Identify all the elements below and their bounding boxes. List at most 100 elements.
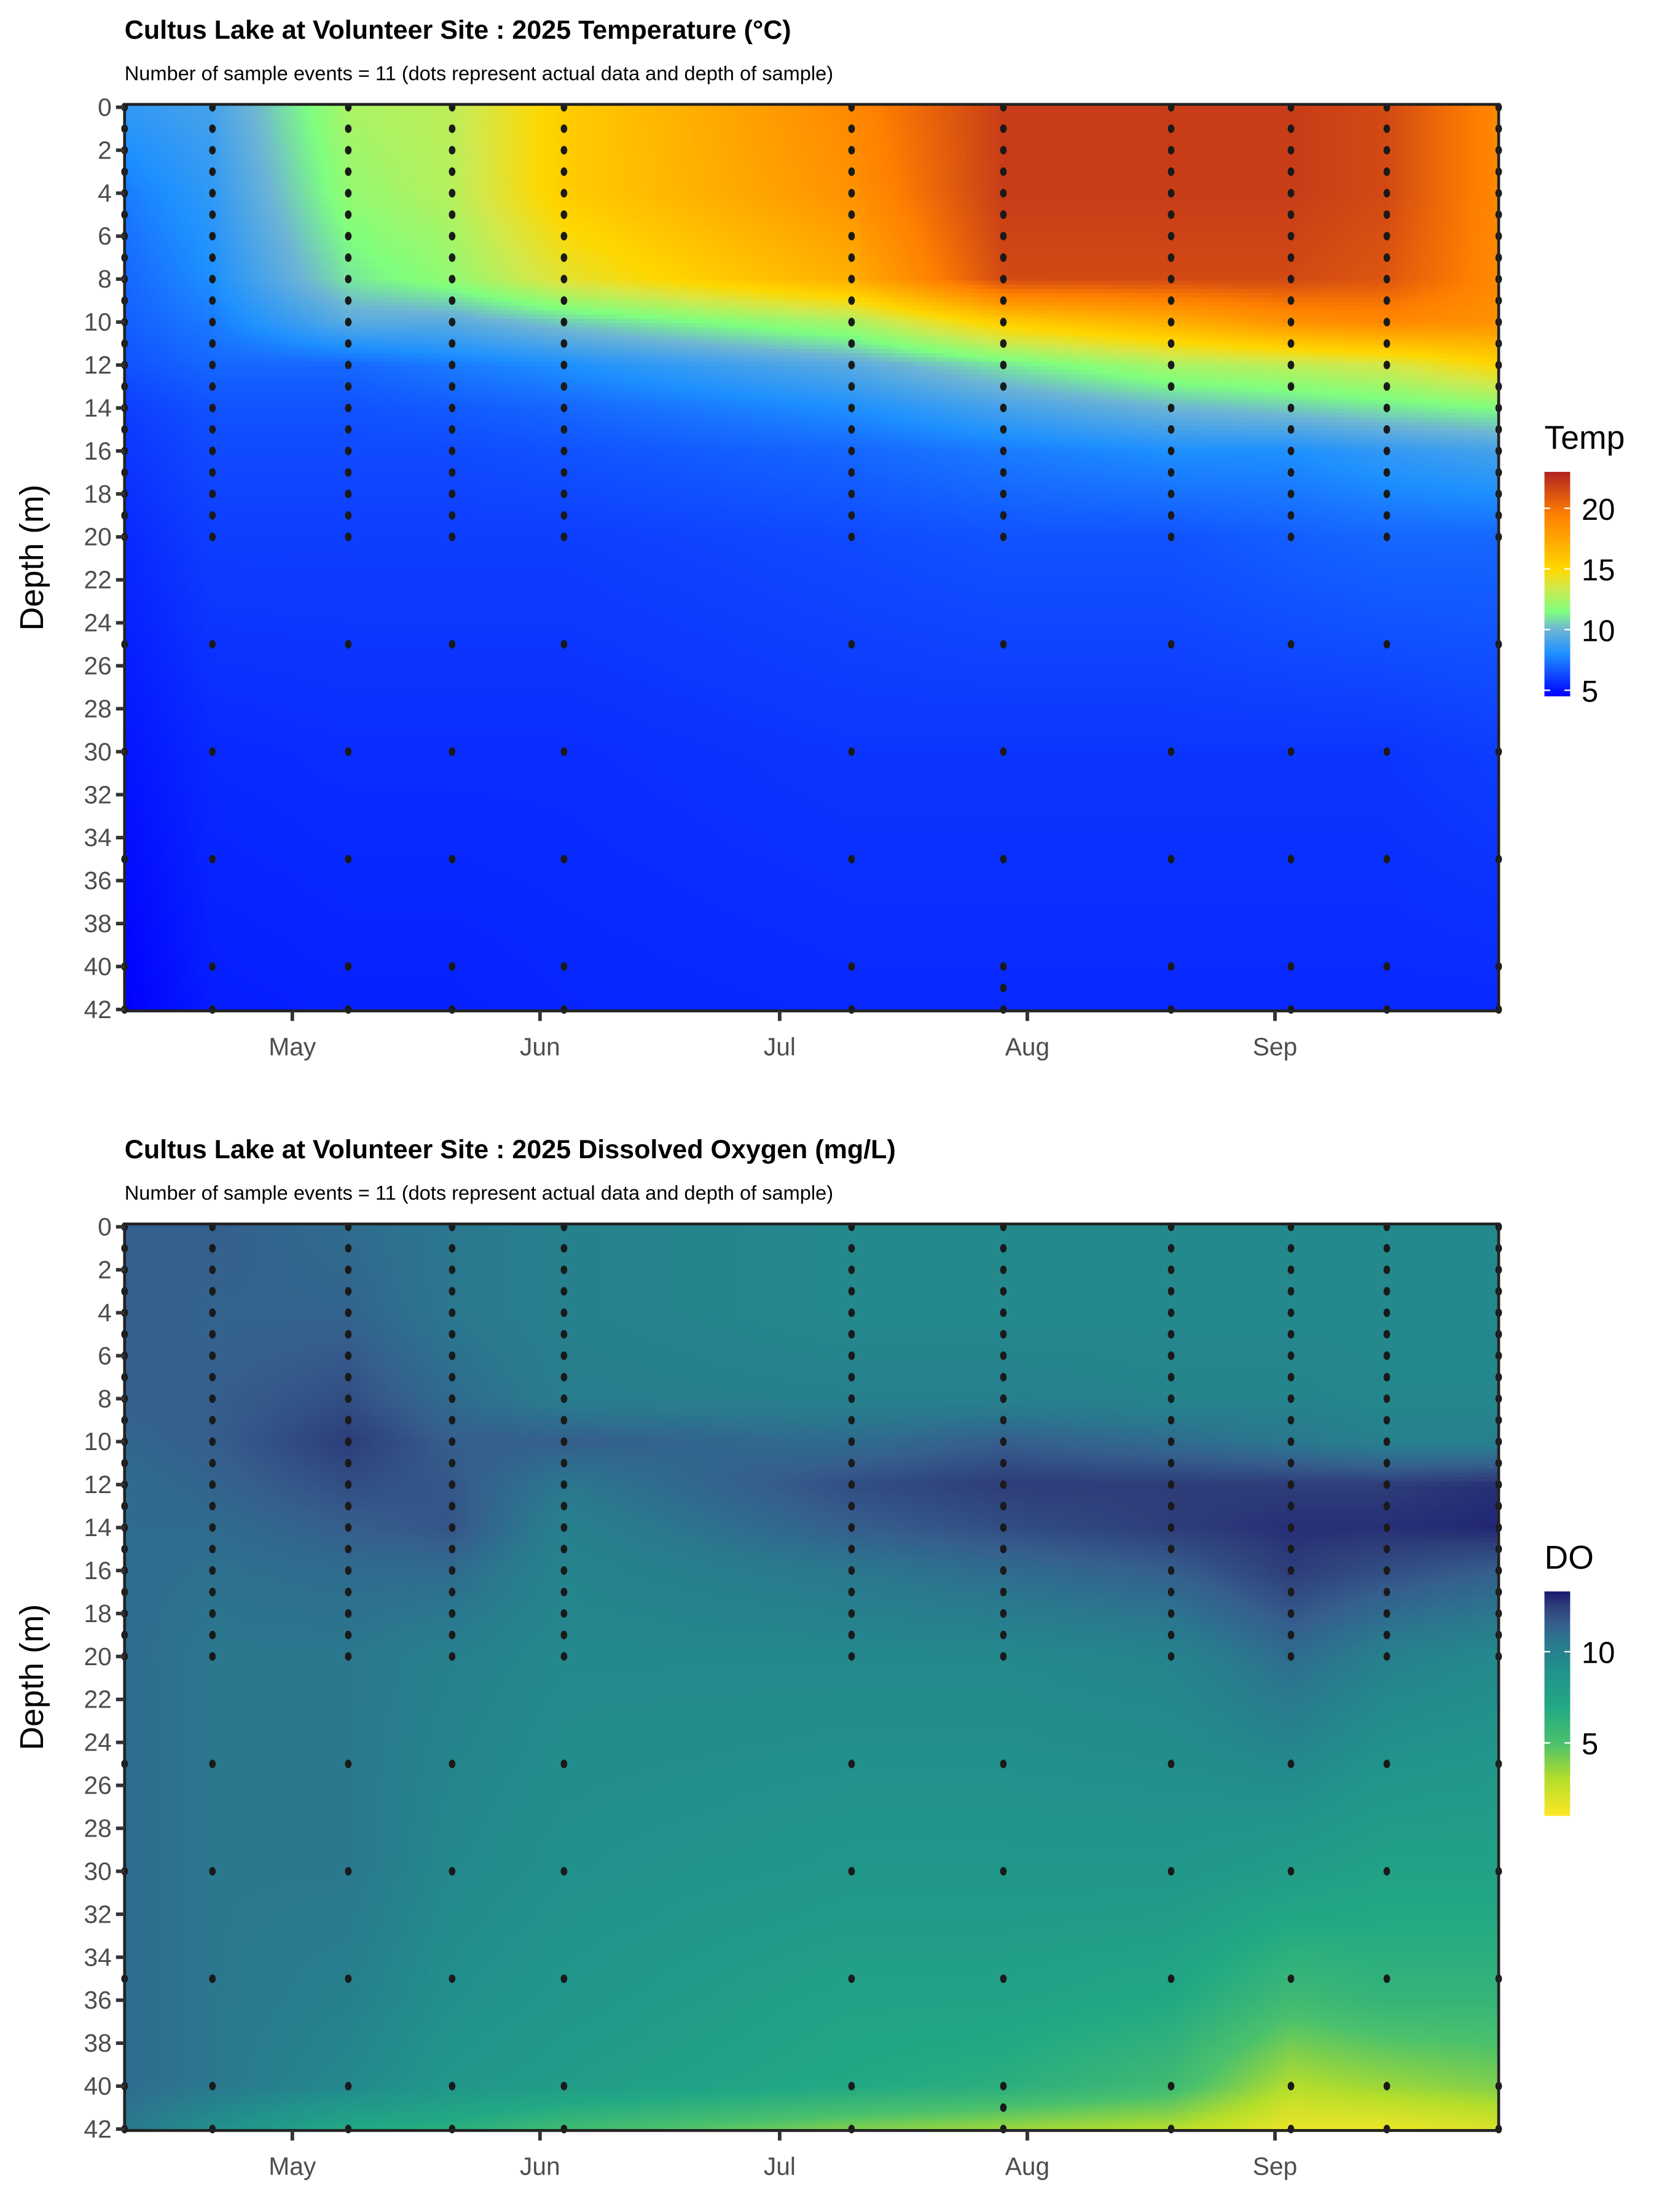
sample-dot bbox=[1167, 2082, 1175, 2091]
sample-dot bbox=[848, 425, 855, 434]
sample-dot bbox=[1000, 1609, 1007, 1618]
sample-dot bbox=[345, 167, 352, 176]
y-tick-label: 30 bbox=[84, 1857, 112, 1885]
sample-dot bbox=[560, 962, 568, 971]
sample-dot bbox=[1000, 210, 1007, 219]
sample-dot bbox=[1000, 167, 1007, 176]
sample-dot bbox=[560, 1652, 568, 1661]
sample-dot bbox=[848, 747, 855, 756]
sample-dot bbox=[560, 489, 568, 498]
y-tick-label: 20 bbox=[84, 523, 112, 551]
x-tick-label: May bbox=[269, 2152, 316, 2180]
sample-dot bbox=[1287, 232, 1295, 241]
sample-dot bbox=[848, 1351, 855, 1360]
sample-dot bbox=[449, 1416, 456, 1425]
sample-dot bbox=[345, 124, 352, 133]
sample-dot bbox=[1287, 532, 1295, 541]
sample-dot bbox=[1000, 2082, 1007, 2091]
sample-dot bbox=[345, 1759, 352, 1768]
sample-dot bbox=[209, 1459, 216, 1468]
sample-dot bbox=[209, 2082, 216, 2091]
sample-dot bbox=[449, 1974, 456, 1983]
sample-dot bbox=[1167, 1308, 1175, 1317]
sample-dot bbox=[449, 468, 456, 477]
y-tick-label: 20 bbox=[84, 1642, 112, 1671]
sample-dot bbox=[1287, 361, 1295, 370]
sample-dot bbox=[1167, 1566, 1175, 1575]
sample-dot bbox=[848, 1630, 855, 1639]
sample-dot bbox=[560, 210, 568, 219]
y-tick-label: 42 bbox=[84, 995, 112, 1024]
sample-dot bbox=[1383, 1566, 1390, 1575]
y-tick-label: 22 bbox=[84, 1685, 112, 1714]
sample-dot bbox=[1167, 1502, 1175, 1511]
sample-dot bbox=[1167, 1437, 1175, 1446]
y-tick-label: 40 bbox=[84, 952, 112, 981]
sample-dot bbox=[449, 1545, 456, 1554]
x-tick-label: Aug bbox=[1005, 2152, 1049, 2180]
sample-dot bbox=[449, 361, 456, 370]
sample-dot bbox=[560, 1759, 568, 1768]
sample-dot bbox=[1167, 318, 1175, 327]
sample-dot bbox=[345, 210, 352, 219]
sample-dot bbox=[209, 124, 216, 133]
sample-dot bbox=[560, 146, 568, 155]
sample-dot bbox=[1167, 146, 1175, 155]
sample-dot bbox=[449, 640, 456, 649]
heatmap-field bbox=[124, 104, 1499, 1011]
dissolved-oxygen-chart: Cultus Lake at Volunteer Site : 2025 Dis… bbox=[14, 1135, 1615, 2181]
sample-dot bbox=[345, 1416, 352, 1425]
y-tick-label: 36 bbox=[84, 1986, 112, 2014]
sample-dot bbox=[560, 2082, 568, 2091]
sample-dot bbox=[209, 1545, 216, 1554]
sample-dot bbox=[1287, 253, 1295, 262]
sample-dot bbox=[848, 489, 855, 498]
sample-dot bbox=[345, 1330, 352, 1339]
sample-dot bbox=[1167, 189, 1175, 198]
sample-dot bbox=[560, 532, 568, 541]
sample-dot bbox=[1000, 1480, 1007, 1489]
sample-dot bbox=[560, 1265, 568, 1274]
sample-dot bbox=[848, 532, 855, 541]
sample-dot bbox=[1287, 167, 1295, 176]
sample-dot bbox=[848, 361, 855, 370]
sample-dot bbox=[848, 318, 855, 327]
sample-dot bbox=[1287, 962, 1295, 971]
sample-dot bbox=[449, 1867, 456, 1876]
sample-dot bbox=[1167, 532, 1175, 541]
sample-dot bbox=[560, 1308, 568, 1317]
sample-dot bbox=[449, 1437, 456, 1446]
color-legend: DO 5 10 bbox=[1545, 1540, 1615, 1816]
sample-dot bbox=[1287, 1330, 1295, 1339]
sample-dot bbox=[1000, 489, 1007, 498]
sample-dot bbox=[560, 1545, 568, 1554]
sample-dot bbox=[449, 1330, 456, 1339]
sample-dot bbox=[848, 1652, 855, 1661]
sample-dot bbox=[1287, 189, 1295, 198]
sample-dot bbox=[848, 468, 855, 477]
y-tick-label: 16 bbox=[84, 1556, 112, 1585]
sample-dot bbox=[848, 124, 855, 133]
sample-dot bbox=[1287, 275, 1295, 284]
sample-dot bbox=[848, 1244, 855, 1253]
sample-dot bbox=[1167, 855, 1175, 864]
sample-dot bbox=[1167, 1588, 1175, 1596]
sample-dot bbox=[1287, 1351, 1295, 1360]
sample-dot bbox=[209, 1480, 216, 1489]
sample-dot bbox=[1383, 275, 1390, 284]
sample-dot bbox=[1000, 640, 1007, 649]
sample-dot bbox=[848, 296, 855, 305]
sample-dot bbox=[209, 962, 216, 971]
sample-dot bbox=[1287, 1244, 1295, 1253]
sample-dot bbox=[1000, 382, 1007, 391]
sample-dot bbox=[848, 232, 855, 241]
sample-dot bbox=[345, 1502, 352, 1511]
sample-dot bbox=[1167, 1330, 1175, 1339]
sample-dot bbox=[449, 425, 456, 434]
y-tick-label: 12 bbox=[84, 1470, 112, 1499]
sample-dot bbox=[1383, 318, 1390, 327]
sample-dot bbox=[449, 167, 456, 176]
sample-dot bbox=[345, 640, 352, 649]
sample-dot bbox=[560, 640, 568, 649]
